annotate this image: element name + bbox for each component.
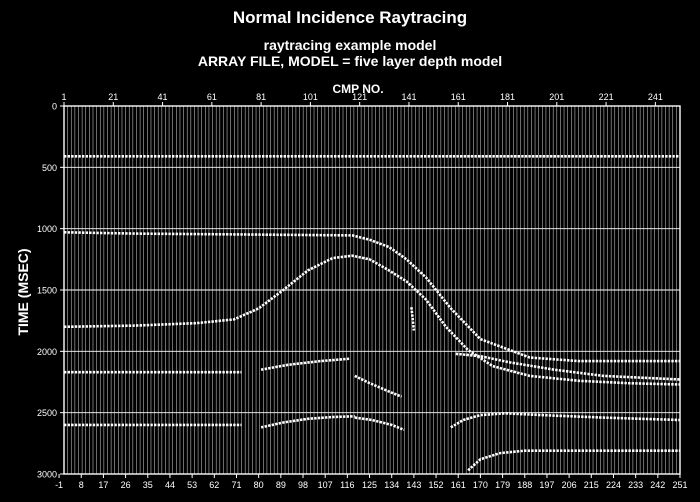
bottom-tick-label: 170 <box>473 480 488 490</box>
top-tick-label: 161 <box>451 92 466 102</box>
bottom-tick-label: 116 <box>340 480 354 490</box>
top-tick-label: 241 <box>648 92 663 102</box>
chart-subtitle-2: ARRAY FILE, MODEL = five layer depth mod… <box>197 53 503 69</box>
top-tick-label: 81 <box>256 92 266 102</box>
bottom-tick-label: 35 <box>143 480 153 490</box>
reflector-series <box>260 415 355 429</box>
reflector-series <box>63 231 680 363</box>
reflector-series <box>410 307 416 331</box>
top-tick-label: 61 <box>207 92 217 102</box>
bottom-tick-label: 251 <box>672 480 687 490</box>
bottom-tick-label: 188 <box>517 480 532 490</box>
bottom-tick-label: 71 <box>231 480 241 490</box>
reflector-series <box>260 357 350 371</box>
reflector-series <box>455 352 681 381</box>
top-tick-label: 141 <box>401 92 416 102</box>
top-tick-label: 221 <box>599 92 614 102</box>
chart-subtitle-1: raytracing example model <box>263 37 437 53</box>
y-tick-label: 0 <box>52 102 57 112</box>
y-tick-label: 2000 <box>37 347 57 357</box>
top-tick-label: 1 <box>61 92 66 102</box>
chart-title: Normal Incidence Raytracing <box>232 8 468 27</box>
bottom-tick-label: 89 <box>276 480 286 490</box>
top-tick-label: 41 <box>158 92 168 102</box>
y-tick-label: 3000 <box>37 470 57 480</box>
bottom-tick-label: 224 <box>606 480 621 490</box>
bottom-tick-label: 215 <box>584 480 599 490</box>
bottom-tick-label: 26 <box>121 480 131 490</box>
bottom-tick-label: 44 <box>165 480 175 490</box>
y-tick-label: 1500 <box>37 286 57 296</box>
top-tick-label: 21 <box>108 92 118 102</box>
reflector-series <box>354 374 403 398</box>
bottom-tick-label: 17 <box>98 480 108 490</box>
bottom-tick-label: 197 <box>539 480 554 490</box>
bottom-tick-label: -1 <box>55 480 63 490</box>
y-tick-label: 2500 <box>37 408 57 418</box>
bottom-tick-label: 161 <box>451 480 466 490</box>
bottom-tick-label: 233 <box>628 480 643 490</box>
bottom-tick-label: 107 <box>318 480 333 490</box>
top-tick-label: 201 <box>549 92 564 102</box>
y-tick-label: 500 <box>42 163 57 173</box>
bottom-tick-label: 98 <box>298 480 308 490</box>
top-tick-label: 101 <box>303 92 318 102</box>
bottom-tick-label: 242 <box>650 480 665 490</box>
bottom-tick-label: 134 <box>384 480 399 490</box>
top-tick-label: 121 <box>352 92 367 102</box>
y-tick-label: 1000 <box>37 224 57 234</box>
bottom-tick-label: 8 <box>79 480 84 490</box>
top-axis-label: CMP NO. <box>332 82 383 96</box>
bottom-tick-label: 152 <box>429 480 444 490</box>
reflector-series <box>467 449 680 472</box>
bottom-tick-label: 206 <box>562 480 577 490</box>
bottom-tick-label: 62 <box>209 480 219 490</box>
y-axis-label: TIME (MSEC) <box>15 248 31 335</box>
bottom-tick-label: 143 <box>406 480 421 490</box>
reflector-series <box>450 411 681 429</box>
top-tick-label: 181 <box>500 92 515 102</box>
bottom-tick-label: 125 <box>362 480 377 490</box>
bottom-tick-label: 53 <box>187 480 197 490</box>
bottom-tick-label: 80 <box>254 480 264 490</box>
reflector-series <box>63 254 681 386</box>
reflector-series <box>354 416 405 432</box>
bottom-tick-label: 179 <box>495 480 510 490</box>
